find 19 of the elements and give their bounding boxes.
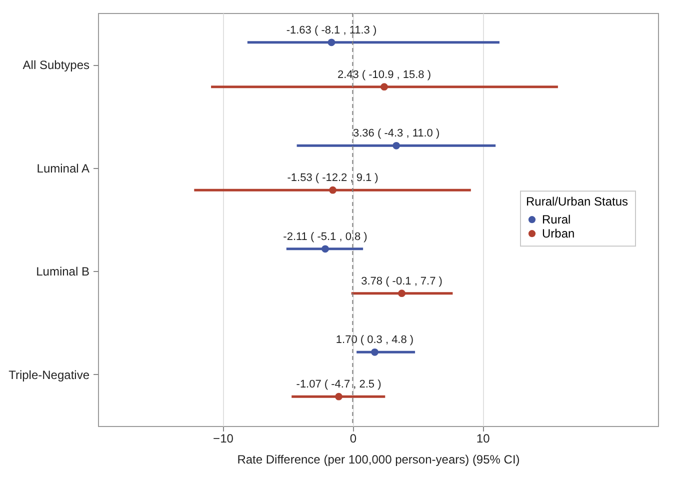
y-tick-label: All Subtypes xyxy=(22,58,90,72)
data-label: -1.07 ( -4.7 , 2.5 ) xyxy=(296,378,382,391)
x-tick-label: 10 xyxy=(476,432,490,446)
data-label: -1.63 ( -8.1 , 11.3 ) xyxy=(286,24,377,36)
data-label: -1.53 ( -12.2 , 9.1 ) xyxy=(287,172,378,184)
y-tick-label: Luminal B xyxy=(36,264,90,279)
x-tick-label: −10 xyxy=(213,432,234,446)
data-label: 3.36 ( -4.3 , 11.0 ) xyxy=(353,128,440,140)
legend-label: Urban xyxy=(542,226,575,241)
data-label: 2.43 ( -10.9 , 15.8 ) xyxy=(337,68,432,81)
x-tick-label: 0 xyxy=(350,432,357,446)
x-axis-title: Rate Difference (per 100,000 person-years) (95% CI) xyxy=(237,452,520,466)
y-tick-label: Luminal A xyxy=(36,161,90,176)
legend-label: Rural xyxy=(542,212,571,227)
data-label: -2.11 ( -5.1 , 0.8 ) xyxy=(283,230,368,243)
y-tick-label: Triple-Negative xyxy=(8,368,90,382)
data-label: 1.70 ( 0.3 , 4.8 ) xyxy=(336,334,414,346)
legend-title: Rural/Urban Status xyxy=(526,194,628,209)
data-label: 3.78 ( -0.1 , 7.7 ) xyxy=(361,275,442,288)
